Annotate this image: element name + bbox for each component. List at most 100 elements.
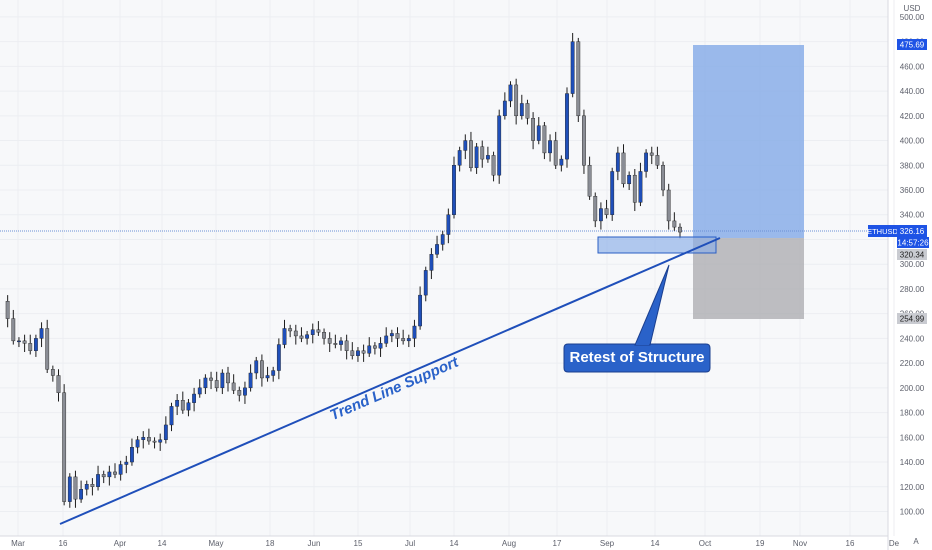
candle-body[interactable] <box>130 447 134 463</box>
candle-body[interactable] <box>11 318 16 342</box>
candle-body[interactable] <box>135 439 140 448</box>
candle-body[interactable] <box>367 345 372 354</box>
candle-body[interactable] <box>17 340 21 343</box>
candle-body[interactable] <box>525 103 530 119</box>
candle-body[interactable] <box>553 140 558 166</box>
candle-body[interactable] <box>180 400 185 411</box>
candle-body[interactable] <box>542 125 547 154</box>
candle-body[interactable] <box>299 335 304 339</box>
candle-body[interactable] <box>186 402 191 411</box>
candle-body[interactable] <box>214 380 219 389</box>
candle-body[interactable] <box>469 140 473 168</box>
candle-body[interactable] <box>587 165 592 197</box>
candle-body[interactable] <box>638 171 643 203</box>
candle-body[interactable] <box>621 152 626 185</box>
candle-body[interactable] <box>158 439 163 443</box>
candle-body[interactable] <box>56 375 61 393</box>
candle-body[interactable] <box>39 328 44 339</box>
candle-body[interactable] <box>446 214 451 235</box>
candle-body[interactable] <box>373 345 377 349</box>
candle-body[interactable] <box>79 489 84 500</box>
candle-body[interactable] <box>305 334 309 339</box>
candle-body[interactable] <box>678 226 682 233</box>
candle-body[interactable] <box>502 100 507 117</box>
candle-body[interactable] <box>649 152 654 156</box>
candle-body[interactable] <box>310 329 315 335</box>
candle-body[interactable] <box>440 234 445 245</box>
candle-body[interactable] <box>276 344 281 371</box>
candle-body[interactable] <box>316 329 321 333</box>
candle-body[interactable] <box>452 165 456 215</box>
candle-body[interactable] <box>536 125 541 141</box>
candle-body[interactable] <box>203 377 208 389</box>
candle-body[interactable] <box>582 115 586 166</box>
candle-body[interactable] <box>457 150 462 166</box>
candle-body[interactable] <box>519 103 524 117</box>
candle-body[interactable] <box>107 471 112 478</box>
candle-body[interactable] <box>480 146 485 160</box>
candle-body[interactable] <box>192 393 196 403</box>
candle-body[interactable] <box>412 325 417 339</box>
candle-body[interactable] <box>113 471 117 475</box>
candle-body[interactable] <box>604 208 609 215</box>
candle-body[interactable] <box>395 333 400 339</box>
candle-body[interactable] <box>73 476 78 500</box>
candle-body[interactable] <box>344 340 349 351</box>
candle-body[interactable] <box>514 84 519 117</box>
trend-line[interactable] <box>59 237 721 525</box>
candle-body[interactable] <box>146 437 151 442</box>
auto-scale-button[interactable]: A <box>913 537 919 546</box>
candle-body[interactable] <box>339 340 343 345</box>
candle-body[interactable] <box>632 174 637 203</box>
candle-body[interactable] <box>237 390 242 396</box>
candle-body[interactable] <box>406 338 411 342</box>
candle-body[interactable] <box>389 333 394 337</box>
retest-callout[interactable]: Retest of Structure <box>563 264 711 373</box>
candle-body[interactable] <box>288 328 293 332</box>
candle-body[interactable] <box>423 270 428 296</box>
candle-body[interactable] <box>327 338 332 344</box>
candle-body[interactable] <box>599 208 603 222</box>
candle-body[interactable] <box>610 171 615 215</box>
candle-body[interactable] <box>282 328 287 345</box>
candle-body[interactable] <box>260 360 264 379</box>
candle-body[interactable] <box>209 377 213 381</box>
candle-body[interactable] <box>418 294 422 327</box>
candle-body[interactable] <box>570 41 575 94</box>
candle-body[interactable] <box>559 158 564 166</box>
candle-body[interactable] <box>361 350 366 354</box>
candle-body[interactable] <box>356 350 360 356</box>
candle-body[interactable] <box>486 155 490 160</box>
candle-body[interactable] <box>90 484 95 487</box>
candle-body[interactable] <box>226 372 230 384</box>
candle-body[interactable] <box>96 474 100 487</box>
candle-body[interactable] <box>531 118 536 141</box>
candle-body[interactable] <box>231 382 236 391</box>
candle-body[interactable] <box>615 152 620 172</box>
candle-body[interactable] <box>593 195 598 222</box>
candle-body[interactable] <box>118 464 123 475</box>
candle-body[interactable] <box>175 400 180 407</box>
candle-body[interactable] <box>293 330 298 337</box>
candle-body[interactable] <box>152 440 157 443</box>
y-axis-labels[interactable]: 100.00 120.00 140.00 160.00 180.00 200.00 220.… <box>900 13 925 517</box>
candle-body[interactable] <box>644 152 649 172</box>
candle-body[interactable] <box>378 343 383 349</box>
candle-body[interactable] <box>497 115 502 176</box>
candle-body[interactable] <box>576 41 581 117</box>
candle-body[interactable] <box>548 140 552 154</box>
candle-body[interactable] <box>333 343 338 345</box>
candle-body[interactable] <box>67 476 72 502</box>
candle-body[interactable] <box>254 360 259 374</box>
candle-body[interactable] <box>45 328 50 370</box>
candle-body[interactable] <box>655 155 660 166</box>
candle-body[interactable] <box>220 372 225 389</box>
candle-body[interactable] <box>271 370 276 376</box>
candle-body[interactable] <box>627 174 632 185</box>
candle-body[interactable] <box>384 335 389 344</box>
candle-body[interactable] <box>50 369 55 376</box>
candle-body[interactable] <box>429 254 434 271</box>
candle-body[interactable] <box>34 338 38 351</box>
candles[interactable] <box>5 32 682 508</box>
candle-body[interactable] <box>666 189 671 222</box>
